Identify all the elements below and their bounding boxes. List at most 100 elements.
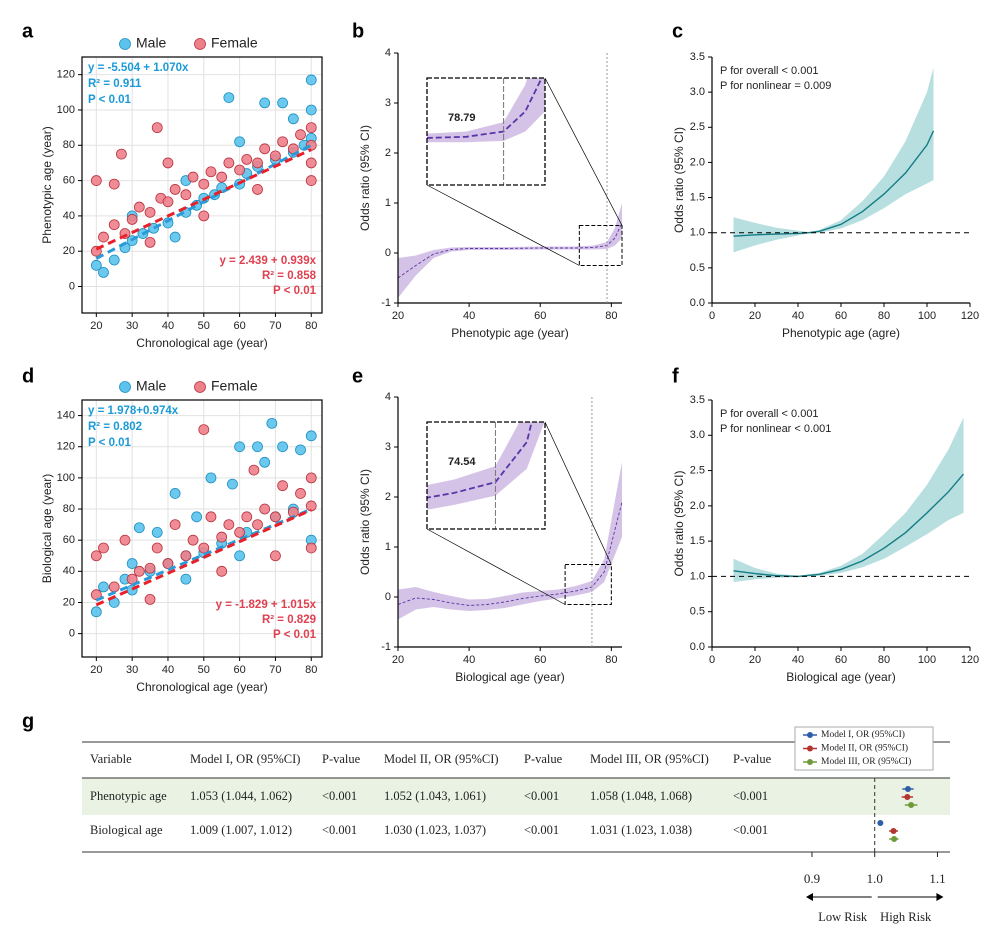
y-axis-label: Odds ratio (95% CI) [358,125,372,231]
annotation: R² = 0.829 [262,614,316,626]
y-tick-label: 0.5 [690,262,705,274]
y-tick-label: 2 [385,147,391,159]
table-cell: Biological age [90,823,163,837]
y-tick-label: -1 [381,297,391,309]
point [295,129,306,141]
point [151,122,163,134]
y-tick-label: 0 [385,247,391,259]
table-cell: <0.001 [322,823,357,837]
y-tick-label: 0 [69,280,75,292]
y-tick-label: 3.5 [690,51,705,63]
x-tick-label: 30 [126,664,138,676]
x-tick-label: 40 [792,310,804,322]
connector [426,184,580,266]
annotation: P for overall < 0.001 [720,408,819,420]
table-cell: <0.001 [733,789,768,803]
point [223,157,235,169]
point [266,417,278,429]
panel-label: b [352,20,364,42]
x-axis-label: Chronological age (year) [136,336,267,350]
point [259,456,271,468]
arrow-label: Low Risk [818,910,868,924]
point [891,836,898,842]
annotation: P < 0.01 [273,629,317,641]
connector [544,421,612,565]
x-tick-label: 1.1 [929,871,945,886]
point [305,104,317,116]
point [252,157,263,169]
point [169,488,181,499]
or-line [397,222,623,279]
point [144,593,156,605]
zoom-box [578,225,623,266]
x-axis-label: Phenotypic age (agre) [782,326,900,340]
point [187,534,199,546]
inset-frame [426,421,546,530]
point [908,802,915,808]
y-axis-label: Phenotypic age (year) [40,126,54,243]
panel-label: f [672,365,679,387]
x-tick-label: 0.9 [804,871,820,886]
point [119,534,131,546]
fit-line [95,148,312,251]
x-tick-label: 20 [392,654,404,666]
point [180,550,192,562]
cutoff-label: 74.54 [448,456,476,468]
point [162,196,174,208]
point [234,136,246,148]
point [277,97,288,109]
y-tick-label: 3.0 [690,86,705,98]
point [270,550,281,562]
point [241,153,253,165]
point [287,113,299,125]
table-cell: <0.001 [322,789,357,803]
point [144,562,156,574]
point [305,157,317,169]
point [305,175,317,186]
legend-label: Female [211,378,258,394]
y-axis-label: Odds ratio (95% CI) [358,469,372,575]
point [205,511,217,523]
x-tick-label: 20 [749,654,761,666]
x-tick-label: 50 [198,664,210,676]
annotation: R² = 0.858 [262,270,317,282]
x-tick-label: 40 [463,654,475,666]
x-tick-label: 0 [709,310,715,322]
point [295,488,306,499]
y-tick-label: 3 [385,97,391,109]
inset-band [427,422,545,510]
point [234,441,246,453]
point [234,526,246,538]
fit-line [95,143,312,260]
y-axis-label: Odds ratio (95% CI) [672,470,686,576]
point [241,511,253,523]
y-tick-label: 120 [57,69,75,81]
legend-label: Model III, OR (95%CI) [821,756,911,767]
x-tick-label: 60 [835,310,847,322]
annotation: P < 0.01 [88,94,132,106]
point [270,150,281,162]
or-line [733,130,935,237]
point [904,786,911,792]
legend-marker [194,381,206,393]
y-tick-label: 60 [63,174,75,186]
y-tick-label: 1.0 [690,570,705,582]
panel-label: e [352,365,363,387]
point [191,511,203,523]
point [133,201,145,213]
table-header: Variable [90,752,132,766]
legend-marker [119,381,131,393]
point [305,542,317,554]
y-tick-label: 3.5 [690,394,705,406]
y-tick-label: 40 [63,210,75,222]
point [205,166,217,178]
y-tick-label: 20 [63,245,75,257]
x-tick-label: 20 [749,310,761,322]
y-tick-label: 140 [57,409,75,421]
table-cell: 1.031 (1.023, 1.038) [590,823,692,837]
x-tick-label: 40 [792,654,804,666]
table-cell: 1.009 (1.007, 1.012) [190,823,292,837]
point [90,259,102,271]
table-header: P-value [322,752,361,766]
x-tick-label: 60 [233,664,245,676]
